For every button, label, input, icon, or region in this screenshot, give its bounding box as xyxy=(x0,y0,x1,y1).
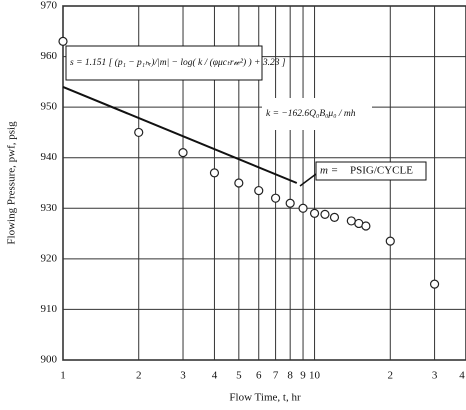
y-tick-label: 950 xyxy=(41,101,58,113)
y-tick-label: 970 xyxy=(41,0,58,12)
y-tick-label: 920 xyxy=(41,252,58,264)
annotation-arrow xyxy=(299,173,317,187)
x-tick-label: 2 xyxy=(388,370,394,382)
y-axis-title: Flowing Pressure, pwf, psig xyxy=(6,121,18,245)
y-tick-label: 910 xyxy=(41,303,58,315)
x-tick-label: 4 xyxy=(212,370,218,382)
data-point xyxy=(234,178,244,188)
annotation-box xyxy=(315,161,427,181)
x-tick-label: 1 xyxy=(60,370,66,382)
equation-box xyxy=(65,45,263,81)
x-tick-label: 9 xyxy=(300,370,306,382)
x-tick-label: 5 xyxy=(236,370,242,382)
data-point xyxy=(320,209,330,219)
data-point xyxy=(209,168,220,178)
annotation: PSIG/CYCLE xyxy=(350,165,413,177)
x-tick-label: 7 xyxy=(273,370,279,382)
data-point xyxy=(270,193,281,203)
x-tick-label: 3 xyxy=(180,370,186,382)
trend-line xyxy=(62,85,298,184)
data-point xyxy=(58,36,68,47)
annotation-bg xyxy=(262,98,372,130)
x-tick-label: 6 xyxy=(256,370,262,382)
annotation: k = −162.6Q₀B₀μ₀ / mh xyxy=(266,109,356,119)
data-point xyxy=(134,127,144,138)
y-tick-label: 900 xyxy=(41,354,58,366)
data-point xyxy=(309,208,320,218)
annotation: s = 1.151 [ (p₁ − p₁ₕᵣ)/|m| − log( k / (… xyxy=(70,57,286,68)
data-point xyxy=(254,185,264,196)
data-point xyxy=(361,221,371,231)
data-point xyxy=(346,216,356,226)
x-tick-label: 8 xyxy=(287,370,293,382)
data-point xyxy=(285,198,295,208)
annotation: m = xyxy=(320,165,338,177)
x-axis-title: Flow Time, t, hr xyxy=(229,392,301,404)
y-tick-label: 960 xyxy=(41,50,58,62)
y-tick-label: 940 xyxy=(41,151,58,163)
y-tick-label: 930 xyxy=(41,202,58,214)
data-point xyxy=(178,148,188,158)
data-point xyxy=(429,279,440,289)
data-point xyxy=(385,236,395,246)
x-tick-label: 2 xyxy=(136,370,142,382)
x-tick-label: 4 xyxy=(459,370,465,382)
data-point xyxy=(329,212,340,222)
x-tick-label: 3 xyxy=(432,370,438,382)
data-point xyxy=(298,203,308,213)
x-tick-label: 10 xyxy=(309,370,321,382)
